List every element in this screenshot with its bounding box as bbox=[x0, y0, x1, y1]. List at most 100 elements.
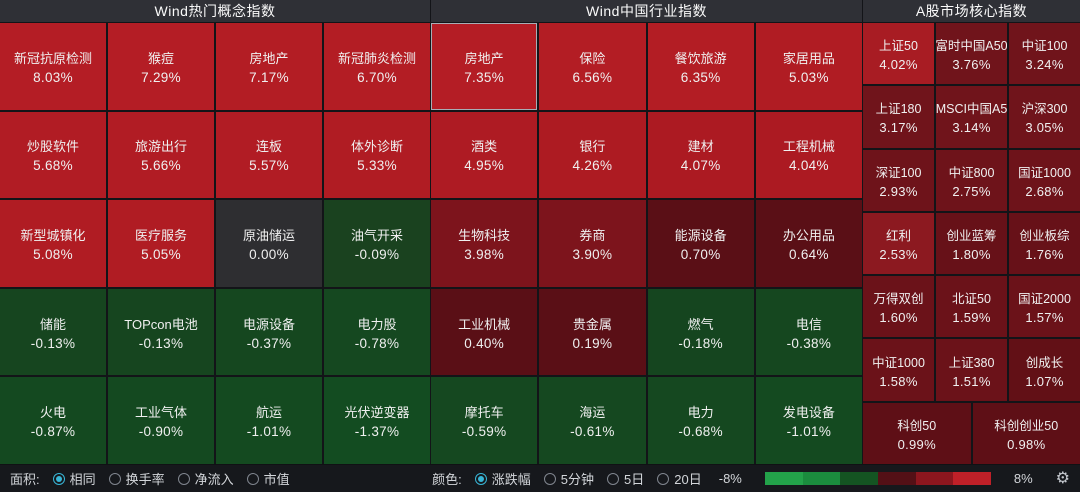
radio-icon[interactable] bbox=[543, 472, 556, 485]
treemap-cell[interactable]: 电力 -0.68% bbox=[647, 377, 754, 464]
color-option-group: 颜色: 涨跌幅 5分钟 5日 20日 -8% 8% ⚙ bbox=[432, 469, 1070, 488]
color-option[interactable]: 涨跌幅 bbox=[474, 469, 531, 488]
radio-selected-icon[interactable] bbox=[474, 472, 487, 485]
cell-label: 家居用品 bbox=[782, 50, 835, 66]
treemap-cell[interactable]: 油气开采 -0.09% bbox=[324, 200, 430, 287]
radio-icon[interactable] bbox=[177, 472, 190, 485]
area-option[interactable]: 相同 bbox=[52, 469, 96, 488]
radio-selected-icon[interactable] bbox=[52, 472, 65, 485]
treemap-cell[interactable]: 新冠抗原检测 8.03% bbox=[0, 23, 106, 110]
treemap-cell[interactable]: 摩托车 -0.59% bbox=[431, 377, 538, 464]
color-option[interactable]: 5日 bbox=[607, 469, 644, 488]
treemap-cell[interactable]: 储能 -0.13% bbox=[0, 288, 106, 376]
treemap-cell[interactable]: 北证50 1.59% bbox=[936, 276, 1007, 338]
treemap-cell[interactable]: 上证50 4.02% bbox=[863, 23, 934, 85]
treemap-panels: Wind热门概念指数 新冠抗原检测 8.03% 猴痘 7.29% 房地产 7.17% 新冠肺… bbox=[0, 0, 1080, 464]
treemap-cell[interactable]: 原油储运 0.00% bbox=[216, 200, 322, 287]
cell-label: 油气开采 bbox=[350, 227, 403, 243]
treemap-cell[interactable]: 餐饮旅游 6.35% bbox=[647, 23, 754, 110]
treemap-cell[interactable]: 炒股软件 5.68% bbox=[0, 111, 106, 199]
settings-gear-icon[interactable]: ⚙ bbox=[1055, 469, 1070, 487]
treemap-cell[interactable]: 沪深300 3.05% bbox=[1009, 86, 1080, 148]
treemap-cell[interactable]: 旅游出行 5.66% bbox=[108, 111, 214, 199]
treemap-cell[interactable]: 房地产 7.35% bbox=[431, 23, 538, 110]
treemap-cell[interactable]: 连板 5.57% bbox=[216, 111, 322, 199]
treemap-cell[interactable]: 深证100 2.93% bbox=[863, 149, 934, 211]
treemap-cell[interactable]: 国证2000 1.57% bbox=[1009, 276, 1080, 338]
treemap-cell[interactable]: 新型城镇化 5.08% bbox=[0, 200, 106, 287]
radio-icon[interactable] bbox=[607, 472, 620, 485]
treemap-cell[interactable]: 科创50 0.99% bbox=[863, 402, 971, 464]
cell-label: 创业板综 bbox=[1019, 228, 1070, 243]
treemap-cell[interactable]: 新冠肺炎检测 6.70% bbox=[324, 23, 430, 110]
treemap-cell[interactable]: 航运 -1.01% bbox=[216, 377, 322, 464]
treemap-cell[interactable]: 海运 -0.61% bbox=[539, 377, 646, 464]
treemap-cell[interactable]: 银行 4.26% bbox=[539, 111, 646, 199]
radio-icon[interactable] bbox=[246, 472, 259, 485]
treemap-cell[interactable]: 红利 2.53% bbox=[863, 212, 934, 275]
treemap-cell[interactable]: 中证1000 1.58% bbox=[863, 339, 934, 401]
radio-icon[interactable] bbox=[657, 472, 670, 485]
treemap-cell[interactable]: 科创创业50 0.98% bbox=[972, 402, 1080, 464]
cell-label: 电力股 bbox=[357, 316, 397, 332]
treemap-cell[interactable]: 电力股 -0.78% bbox=[324, 288, 430, 376]
treemap-cell[interactable]: 富时中国A50 3.76% bbox=[936, 23, 1007, 85]
scale-segment bbox=[802, 472, 841, 485]
area-option[interactable]: 净流入 bbox=[177, 469, 234, 488]
color-option[interactable]: 20日 bbox=[657, 469, 702, 488]
cell-value: 0.40% bbox=[464, 335, 505, 351]
treemap-cell[interactable]: 医疗服务 5.05% bbox=[108, 200, 214, 287]
cell-value: 1.51% bbox=[952, 373, 991, 389]
cell-value: 1.60% bbox=[879, 310, 918, 326]
treemap-cell[interactable]: 发电设备 -1.01% bbox=[755, 377, 862, 464]
cell-value: 6.70% bbox=[357, 69, 397, 85]
cell-label: 富时中国A50 bbox=[936, 39, 1007, 54]
treemap-cell[interactable]: 家居用品 5.03% bbox=[755, 23, 862, 110]
treemap-cell[interactable]: 保险 6.56% bbox=[539, 23, 646, 110]
treemap-cell[interactable]: 创成长 1.07% bbox=[1009, 339, 1080, 401]
area-option[interactable]: 换手率 bbox=[108, 469, 165, 488]
treemap-cell[interactable]: 能源设备 0.70% bbox=[647, 200, 754, 287]
treemap-cell[interactable]: 体外诊断 5.33% bbox=[324, 111, 430, 199]
area-option[interactable]: 市值 bbox=[246, 469, 290, 488]
cell-value: 1.58% bbox=[879, 373, 918, 389]
cell-value: 5.03% bbox=[788, 69, 829, 85]
cell-value: 0.00% bbox=[249, 246, 289, 262]
treemap-cell[interactable]: 办公用品 0.64% bbox=[755, 200, 862, 287]
treemap-cell[interactable]: 中证100 3.24% bbox=[1009, 23, 1080, 85]
cell-label: 新型城镇化 bbox=[20, 227, 86, 243]
radio-icon[interactable] bbox=[108, 472, 121, 485]
treemap-cell[interactable]: 生物科技 3.98% bbox=[431, 200, 538, 287]
treemap-cell[interactable]: TOPcon电池 -0.13% bbox=[108, 288, 214, 376]
area-label: 面积: bbox=[10, 472, 40, 487]
treemap-cell[interactable]: 房地产 7.17% bbox=[216, 23, 322, 110]
treemap-cell[interactable]: 中证800 2.75% bbox=[936, 149, 1007, 211]
treemap-cell[interactable]: 国证1000 2.68% bbox=[1009, 149, 1080, 211]
color-option[interactable]: 5分钟 bbox=[543, 469, 594, 488]
treemap-cell[interactable]: 燃气 -0.18% bbox=[647, 288, 754, 376]
treemap-cell[interactable]: 万得双创 1.60% bbox=[863, 276, 934, 338]
treemap-cell[interactable]: 工程机械 4.04% bbox=[755, 111, 862, 199]
cell-label: 科创50 bbox=[897, 418, 937, 433]
treemap-cell[interactable]: 创业蓝筹 1.80% bbox=[936, 212, 1007, 275]
treemap-cell[interactable]: 上证380 1.51% bbox=[936, 339, 1007, 401]
treemap-cell[interactable]: 工业机械 0.40% bbox=[431, 288, 538, 376]
treemap-cell[interactable]: 火电 -0.87% bbox=[0, 377, 106, 464]
treemap-cell[interactable]: 工业气体 -0.90% bbox=[108, 377, 214, 464]
treemap-cell[interactable]: 酒类 4.95% bbox=[431, 111, 538, 199]
treemap-cell[interactable]: 创业板综 1.76% bbox=[1009, 212, 1080, 275]
treemap-cell[interactable]: 猴痘 7.29% bbox=[108, 23, 214, 110]
treemap-cell[interactable]: 贵金属 0.19% bbox=[539, 288, 646, 376]
treemap-cell[interactable]: 电信 -0.38% bbox=[755, 288, 862, 376]
treemap-cell[interactable]: MSCI中国A5 3.14% bbox=[936, 86, 1007, 148]
cell-label: 工程机械 bbox=[782, 139, 835, 155]
color-option-label: 5日 bbox=[624, 472, 645, 487]
treemap-cell[interactable]: 光伏逆变器 -1.37% bbox=[324, 377, 430, 464]
cell-value: 7.29% bbox=[141, 69, 181, 85]
treemap-cell[interactable]: 券商 3.90% bbox=[539, 200, 646, 287]
treemap-cell[interactable]: 电源设备 -0.37% bbox=[216, 288, 322, 376]
treemap-cell[interactable]: 上证180 3.17% bbox=[863, 86, 934, 148]
scale-segment bbox=[953, 472, 991, 485]
cell-value: 1.07% bbox=[1025, 373, 1064, 389]
treemap-cell[interactable]: 建材 4.07% bbox=[647, 111, 754, 199]
